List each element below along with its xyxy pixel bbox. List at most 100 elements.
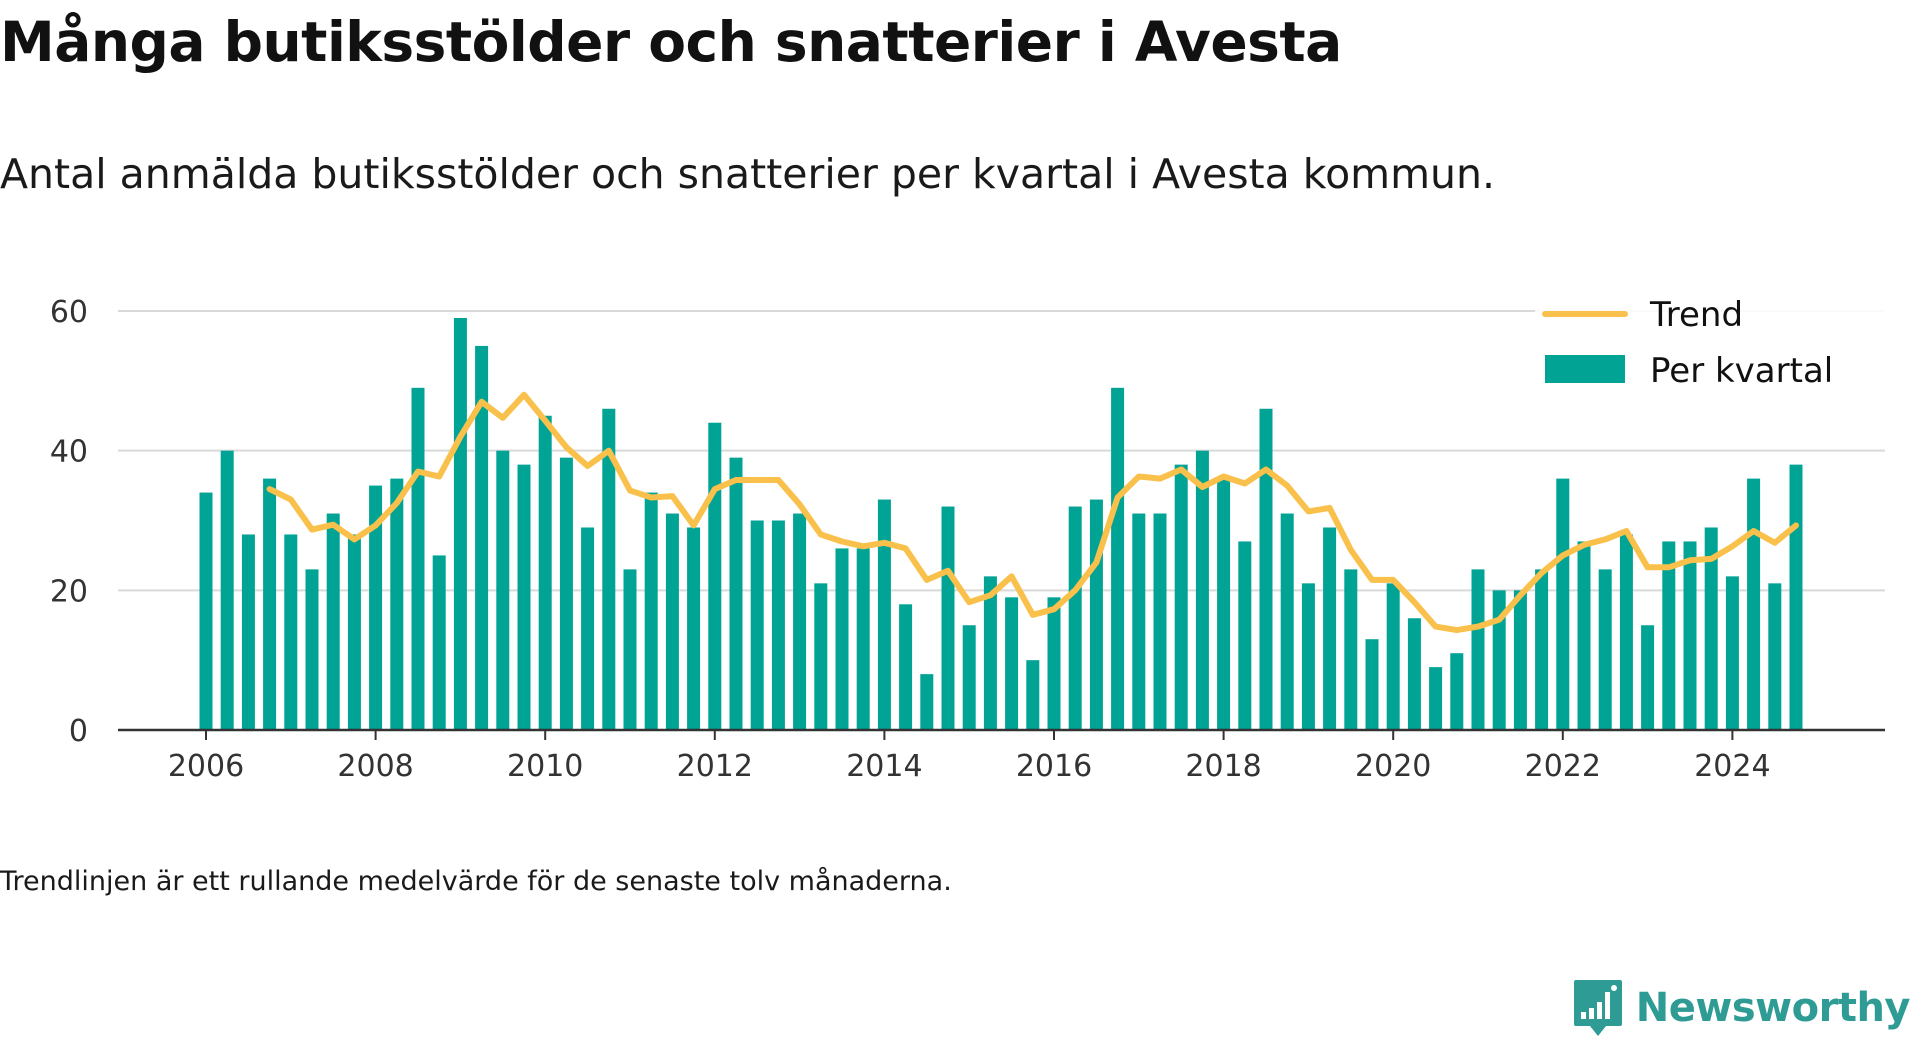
bar xyxy=(941,506,955,730)
bar xyxy=(1047,597,1061,730)
x-tick-label: 2018 xyxy=(1185,749,1261,784)
y-tick-label: 60 xyxy=(50,295,88,330)
brand-logo: Newsworthy xyxy=(1572,978,1911,1038)
y-tick-label: 0 xyxy=(69,714,88,749)
bar xyxy=(899,604,913,730)
bar xyxy=(1153,513,1167,730)
bar xyxy=(453,317,467,730)
bar xyxy=(1344,569,1358,730)
bar xyxy=(602,408,616,730)
bar xyxy=(1471,569,1485,730)
chart-subtitle: Antal anmälda butiksstölder och snatteri… xyxy=(0,150,1496,198)
bar xyxy=(1789,464,1803,730)
bar xyxy=(1407,618,1421,730)
bar xyxy=(220,450,234,730)
bar xyxy=(390,478,404,730)
bar xyxy=(559,457,573,730)
chart-title: Många butiksstölder och snatterier i Ave… xyxy=(0,10,1342,74)
x-tick-label: 2014 xyxy=(846,749,922,784)
bar xyxy=(326,513,340,730)
trend-line-group xyxy=(266,391,1799,634)
bar xyxy=(1217,478,1231,730)
bar xyxy=(1598,569,1612,730)
bar xyxy=(538,415,552,730)
bar xyxy=(1662,541,1676,730)
x-tick-label: 2006 xyxy=(168,749,244,784)
bar xyxy=(1238,541,1252,730)
bar xyxy=(1768,583,1782,730)
bar xyxy=(1365,639,1379,730)
bar xyxy=(920,674,934,730)
bar xyxy=(1492,590,1506,730)
x-tick-label: 2020 xyxy=(1355,749,1431,784)
bar xyxy=(581,527,595,730)
x-tick-label: 2024 xyxy=(1694,749,1770,784)
bar xyxy=(1513,590,1527,730)
bar xyxy=(1556,478,1570,730)
bar xyxy=(241,534,255,730)
bar xyxy=(793,513,807,730)
bar xyxy=(347,534,361,730)
bar xyxy=(1026,660,1040,730)
x-tick-label: 2010 xyxy=(507,749,583,784)
bar xyxy=(1111,387,1125,730)
bar xyxy=(1619,534,1633,730)
x-tick-label: 2022 xyxy=(1525,749,1601,784)
bar xyxy=(644,492,658,730)
bar xyxy=(1450,653,1464,730)
bar xyxy=(1535,569,1549,730)
bar xyxy=(1089,499,1103,730)
bar xyxy=(263,478,277,730)
bar xyxy=(708,422,722,730)
legend-label-trend: Trend xyxy=(1649,295,1743,335)
bar xyxy=(1323,527,1337,730)
bars xyxy=(199,317,1803,730)
bar xyxy=(432,555,446,730)
newsworthy-logo-icon xyxy=(1573,980,1622,1036)
bar xyxy=(856,548,870,730)
bar xyxy=(623,569,637,730)
bar xyxy=(1174,464,1188,730)
bar xyxy=(1386,583,1400,730)
bar xyxy=(814,583,828,730)
bar xyxy=(962,625,976,730)
bar xyxy=(1725,576,1739,730)
bar xyxy=(1429,667,1443,730)
trend-line xyxy=(266,391,1799,634)
x-tick-label: 2016 xyxy=(1016,749,1092,784)
bar xyxy=(1132,513,1146,730)
bar xyxy=(496,450,510,730)
bar xyxy=(1577,541,1591,730)
bar xyxy=(284,534,298,730)
x-tick-label: 2008 xyxy=(337,749,413,784)
y-tick-label: 40 xyxy=(50,435,88,470)
bar xyxy=(1068,506,1082,730)
bar xyxy=(983,576,997,730)
bar xyxy=(411,387,425,730)
bar xyxy=(729,457,743,730)
footnote: Trendlinjen är ett rullande medelvärde f… xyxy=(0,866,952,897)
axes: 0 20 40 60 2006 2008 2010 2012 2014 2016 2018 2020 2… xyxy=(50,295,1885,784)
bar xyxy=(1704,527,1718,730)
bar xyxy=(1259,408,1273,730)
bar xyxy=(877,499,891,730)
y-tick-label: 20 xyxy=(50,574,88,609)
legend-swatch-per-kvartal xyxy=(1545,355,1625,383)
bar xyxy=(305,569,319,730)
bar xyxy=(517,464,531,730)
bar xyxy=(750,520,764,730)
bar xyxy=(665,513,679,730)
bar xyxy=(369,485,383,730)
legend-label-per-kvartal: Per kvartal xyxy=(1650,351,1833,391)
bar xyxy=(835,548,849,730)
bar xyxy=(1683,541,1697,730)
bar xyxy=(1301,583,1315,730)
x-tick-label: 2012 xyxy=(677,749,753,784)
brand-name: Newsworthy xyxy=(1635,985,1911,1031)
bar xyxy=(1641,625,1655,730)
bar xyxy=(771,520,785,730)
legend: Trend Per kvartal xyxy=(1535,292,1885,397)
bar xyxy=(475,345,489,730)
